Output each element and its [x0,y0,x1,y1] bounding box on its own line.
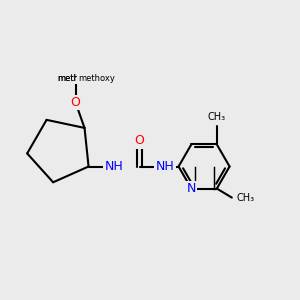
Text: NH: NH [156,160,175,173]
Text: methoxy: methoxy [79,74,116,83]
Text: CH₃: CH₃ [208,112,226,122]
Text: O: O [70,96,80,109]
Text: O: O [135,134,145,148]
Text: N: N [187,182,196,195]
Text: CH₃: CH₃ [236,193,254,202]
Text: O: O [70,96,80,109]
Text: methoxy: methoxy [57,74,94,83]
Text: methoxy: methoxy [57,74,94,83]
Text: NH: NH [105,160,124,173]
